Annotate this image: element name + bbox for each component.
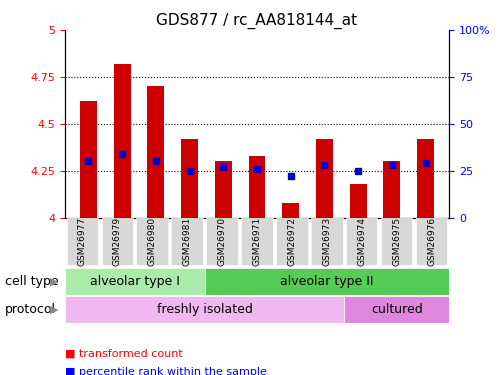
Text: alveolar type II: alveolar type II	[280, 275, 374, 288]
Text: ▶: ▶	[49, 276, 58, 286]
Text: GSM26970: GSM26970	[218, 217, 227, 266]
Bar	[136, 219, 168, 265]
Bar	[381, 219, 412, 265]
Text: ■ percentile rank within the sample: ■ percentile rank within the sample	[65, 367, 267, 375]
Bar	[147, 86, 164, 218]
Text: GSM26974: GSM26974	[357, 217, 366, 266]
Bar	[276, 219, 307, 265]
Bar	[80, 101, 97, 217]
Title: GDS877 / rc_AA818144_at: GDS877 / rc_AA818144_at	[156, 12, 358, 28]
Bar	[316, 139, 333, 218]
Text: GSM26971: GSM26971	[252, 217, 261, 266]
Text: GSM26975: GSM26975	[392, 217, 401, 266]
Text: alveolar type I: alveolar type I	[90, 275, 180, 288]
Bar	[311, 219, 342, 265]
Bar	[416, 219, 448, 265]
Text: GSM26976: GSM26976	[427, 217, 436, 266]
Text: cell type: cell type	[5, 275, 58, 288]
Text: cultured: cultured	[371, 303, 423, 316]
Text: GSM26973: GSM26973	[322, 217, 331, 266]
Text: GSM26977: GSM26977	[78, 217, 87, 266]
Bar	[205, 268, 449, 295]
Text: protocol: protocol	[5, 303, 56, 316]
Bar	[350, 184, 367, 218]
Bar	[207, 219, 238, 265]
Text: GSM26981: GSM26981	[183, 217, 192, 266]
Bar	[242, 219, 272, 265]
Bar	[417, 139, 434, 218]
Bar	[114, 64, 131, 217]
Bar	[383, 161, 400, 218]
Text: GSM26972: GSM26972	[287, 217, 296, 266]
Bar	[172, 219, 203, 265]
Bar	[181, 139, 198, 218]
Bar	[65, 296, 344, 323]
Bar	[346, 219, 378, 265]
Text: freshly isolated: freshly isolated	[157, 303, 252, 316]
Bar	[249, 156, 265, 218]
Bar	[344, 296, 449, 323]
Bar	[282, 202, 299, 217]
Text: ▶: ▶	[49, 305, 58, 315]
Bar	[65, 268, 205, 295]
Bar	[66, 219, 98, 265]
Text: GSM26979: GSM26979	[113, 217, 122, 266]
Bar	[215, 161, 232, 218]
Bar	[102, 219, 133, 265]
Text: GSM26980: GSM26980	[148, 217, 157, 266]
Text: ■ transformed count: ■ transformed count	[65, 348, 183, 358]
